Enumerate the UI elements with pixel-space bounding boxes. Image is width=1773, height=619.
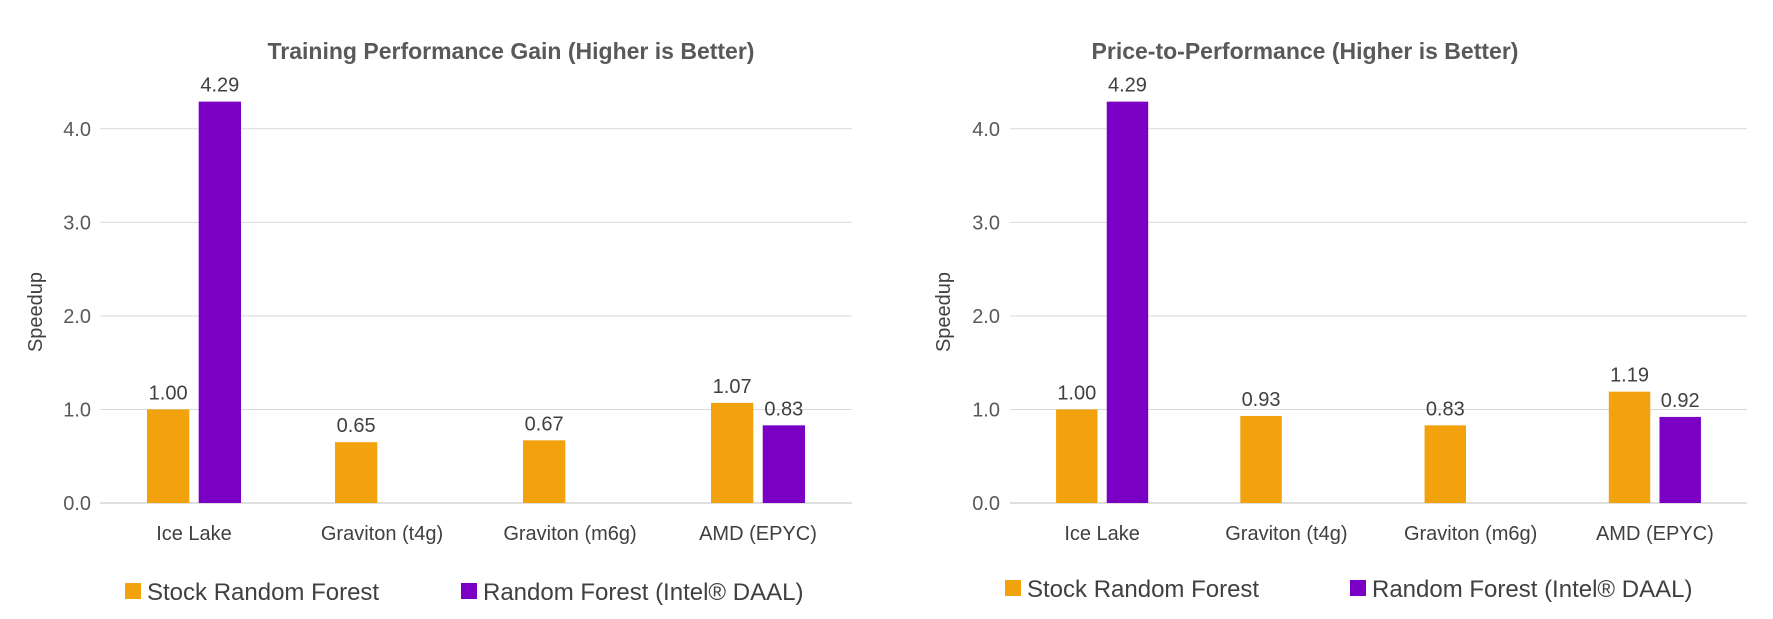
chart-title: Training Performance Gain (Higher is Bet…	[268, 38, 755, 64]
data-label: 0.92	[1661, 390, 1700, 412]
x-tick-label: Ice Lake	[1064, 523, 1140, 545]
legend-swatch	[1350, 580, 1366, 596]
y-tick-label: 0.0	[63, 493, 91, 515]
data-label: 0.83	[764, 398, 803, 420]
y-tick-label: 4.0	[63, 119, 91, 141]
x-tick-label: AMD (EPYC)	[1596, 523, 1714, 545]
chart-title: Price-to-Performance (Higher is Better)	[1092, 38, 1519, 64]
chart-training-performance: Training Performance Gain (Higher is Bet…	[25, 38, 852, 606]
legend-label: Random Forest (Intel® DAAL)	[1372, 576, 1692, 603]
bar-random-forest-intel-daal	[1106, 101, 1149, 503]
bar-stock-random-forest	[335, 442, 378, 503]
data-label: 1.07	[713, 376, 752, 398]
legend-swatch	[125, 583, 141, 599]
bar-random-forest-intel-daal	[762, 425, 805, 503]
data-label: 1.19	[1610, 365, 1649, 387]
legend-label: Stock Random Forest	[1027, 576, 1259, 603]
data-label: 1.00	[149, 382, 188, 404]
y-axis-label: Speedup	[933, 272, 955, 352]
data-label: 4.29	[200, 75, 239, 97]
x-tick-label: Graviton (m6g)	[1404, 523, 1537, 545]
data-label: 1.00	[1057, 382, 1096, 404]
y-tick-label: 2.0	[63, 306, 91, 328]
data-label: 4.29	[1108, 75, 1147, 97]
legend: Stock Random Forest Random Forest (Intel®…	[125, 579, 803, 606]
y-tick-label: 1.0	[63, 399, 91, 421]
x-tick-label: AMD (EPYC)	[699, 523, 817, 545]
x-tick-label: Graviton (m6g)	[503, 523, 636, 545]
y-tick-label: 4.0	[972, 119, 1000, 141]
x-tick-label: Graviton (t4g)	[321, 523, 443, 545]
bar-stock-random-forest	[1424, 425, 1467, 503]
legend-label: Random Forest (Intel® DAAL)	[483, 579, 803, 606]
y-tick-label: 2.0	[972, 306, 1000, 328]
bar-stock-random-forest	[1056, 409, 1098, 503]
bar-stock-random-forest	[1608, 391, 1651, 503]
bar-stock-random-forest	[1240, 415, 1282, 503]
x-tick-label: Ice Lake	[156, 523, 232, 545]
y-tick-label: 3.0	[972, 212, 1000, 234]
legend-label: Stock Random Forest	[147, 579, 379, 606]
legend: Stock Random Forest Random Forest (Intel®…	[1005, 576, 1692, 603]
bar-stock-random-forest	[711, 402, 754, 503]
y-axis-label: Speedup	[25, 272, 47, 352]
x-tick-label: Graviton (t4g)	[1225, 523, 1347, 545]
y-tick-label: 3.0	[63, 212, 91, 234]
data-label: 0.65	[337, 415, 376, 437]
bar-stock-random-forest	[523, 440, 566, 503]
bar-stock-random-forest	[147, 409, 190, 503]
legend-swatch	[461, 583, 477, 599]
legend-swatch	[1005, 580, 1021, 596]
chart-price-to-performance: Price-to-Performance (Higher is Better) …	[933, 38, 1747, 603]
bar-random-forest-intel-daal	[1659, 416, 1701, 503]
y-tick-label: 0.0	[972, 493, 1000, 515]
data-label: 0.93	[1242, 389, 1281, 411]
bar-random-forest-intel-daal	[198, 101, 241, 503]
data-label: 0.83	[1426, 398, 1465, 420]
y-tick-label: 1.0	[972, 399, 1000, 421]
data-label: 0.67	[525, 413, 564, 435]
